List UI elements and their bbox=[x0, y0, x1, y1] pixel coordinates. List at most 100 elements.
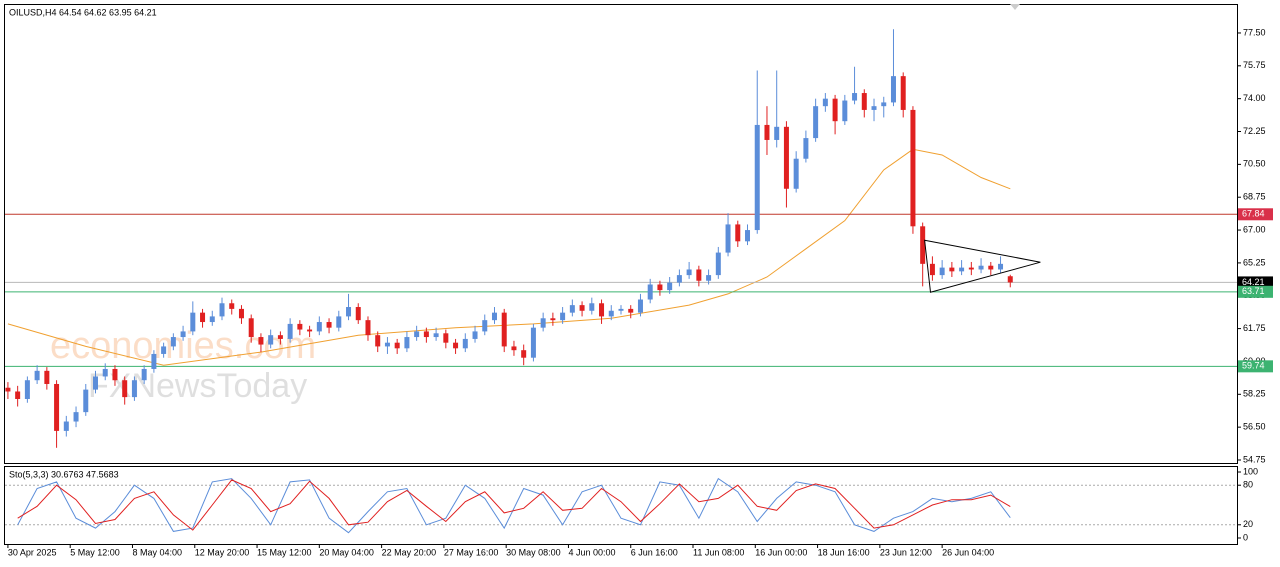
candle-body bbox=[521, 350, 527, 358]
candle-body bbox=[842, 100, 848, 122]
candle-body bbox=[248, 318, 254, 338]
y-tick-label: 56.50 bbox=[1243, 422, 1266, 432]
candle-body bbox=[336, 316, 342, 328]
candle-body bbox=[414, 331, 420, 338]
candle-body bbox=[180, 331, 186, 338]
y-tick-label: 72.25 bbox=[1243, 126, 1266, 136]
x-tick-label: 26 Jun 04:00 bbox=[942, 547, 994, 557]
candle-body bbox=[34, 370, 40, 381]
candle-body bbox=[783, 126, 789, 189]
candle-body bbox=[813, 106, 819, 139]
x-tick-label: 15 May 12:00 bbox=[257, 547, 312, 557]
candle-body bbox=[715, 252, 721, 276]
watermark: FXNewsToday bbox=[88, 367, 307, 405]
candle-body bbox=[998, 263, 1004, 270]
y-tick-label: 61.75 bbox=[1243, 323, 1266, 333]
candle-body bbox=[696, 269, 702, 281]
candle-body bbox=[579, 305, 585, 311]
candle-body bbox=[73, 412, 79, 422]
stoch-y-tick-label: 80 bbox=[1243, 480, 1253, 490]
candle-body bbox=[871, 106, 877, 110]
candle-body bbox=[277, 335, 283, 339]
candle-body bbox=[161, 346, 167, 354]
candle-body bbox=[764, 124, 770, 140]
y-tick-label: 75.75 bbox=[1243, 60, 1266, 70]
candle-body bbox=[316, 322, 322, 332]
candle-body bbox=[910, 109, 916, 227]
candle-body bbox=[482, 320, 488, 332]
candle-body bbox=[443, 333, 449, 343]
x-tick-label: 18 Jun 16:00 bbox=[818, 547, 870, 557]
triangle-pattern bbox=[924, 239, 1041, 293]
x-tick-label: 23 Jun 12:00 bbox=[880, 547, 932, 557]
candle-body bbox=[375, 335, 381, 347]
y-tick-label: 77.50 bbox=[1243, 27, 1266, 37]
candle-body bbox=[63, 421, 69, 431]
candle-body bbox=[258, 337, 264, 345]
x-tick-label: 16 Jun 00:00 bbox=[755, 547, 807, 557]
stoch-frame bbox=[4, 466, 1238, 545]
candle-body bbox=[268, 335, 274, 345]
candle-body bbox=[433, 333, 439, 338]
candle-body bbox=[307, 329, 313, 332]
main-frame bbox=[4, 4, 1238, 464]
candle-body bbox=[151, 353, 157, 369]
candle-body bbox=[219, 303, 225, 317]
candle-body bbox=[453, 342, 459, 349]
candle-body bbox=[472, 331, 478, 339]
y-tick-label: 65.25 bbox=[1243, 257, 1266, 267]
candle-body bbox=[929, 263, 935, 276]
candle-body bbox=[384, 342, 390, 347]
candle-body bbox=[530, 327, 536, 358]
candle-body bbox=[141, 368, 147, 381]
candle-body bbox=[423, 331, 429, 338]
candle-body bbox=[15, 391, 21, 399]
candle-body bbox=[706, 275, 712, 281]
x-tick-label: 20 May 04:00 bbox=[319, 547, 374, 557]
candle-body bbox=[939, 267, 945, 276]
candle-body bbox=[890, 76, 896, 103]
candle-body bbox=[628, 308, 634, 313]
candle-body bbox=[852, 93, 858, 101]
x-tick-label: 12 May 20:00 bbox=[195, 547, 250, 557]
stoch-line bbox=[17, 479, 1011, 531]
candle-body bbox=[355, 307, 361, 321]
candle-body bbox=[832, 98, 838, 122]
candle-body bbox=[462, 338, 468, 349]
candle-body bbox=[326, 322, 332, 328]
candle-body bbox=[83, 389, 89, 413]
candle-body bbox=[287, 323, 293, 339]
candle-body bbox=[774, 126, 780, 140]
candle-body bbox=[920, 226, 926, 264]
level-label-box bbox=[1238, 360, 1273, 373]
candle-body bbox=[657, 284, 663, 291]
candle-body bbox=[44, 370, 50, 384]
candle-body bbox=[560, 312, 566, 321]
candle-body bbox=[102, 368, 108, 377]
candle-body bbox=[667, 282, 673, 291]
level-label: 67.84 bbox=[1242, 209, 1265, 219]
candle-body bbox=[978, 265, 984, 270]
candle-body bbox=[968, 267, 974, 270]
candle-body bbox=[793, 158, 799, 189]
candle-body bbox=[209, 316, 215, 323]
candle-body bbox=[365, 320, 371, 336]
candle-body bbox=[569, 305, 575, 313]
candle-body bbox=[122, 380, 128, 398]
level-label-box bbox=[1238, 285, 1273, 298]
candle-body bbox=[725, 224, 731, 253]
y-tick-label: 68.75 bbox=[1243, 192, 1266, 202]
chart-title: OILUSD,H4 64.54 64.62 63.95 64.21 bbox=[9, 7, 157, 17]
x-tick-label: 30 Apr 2025 bbox=[8, 547, 57, 557]
x-tick-label: 27 May 16:00 bbox=[444, 547, 499, 557]
x-tick-label: 6 Jun 16:00 bbox=[631, 547, 678, 557]
candle-body bbox=[297, 323, 303, 330]
candle-body bbox=[491, 312, 497, 321]
x-tick-label: 22 May 20:00 bbox=[382, 547, 437, 557]
candle-body bbox=[394, 342, 400, 349]
stoch-y-tick-label: 20 bbox=[1243, 519, 1253, 529]
candle-body bbox=[404, 337, 410, 349]
candle-body bbox=[599, 303, 605, 317]
candle-body bbox=[93, 376, 99, 390]
